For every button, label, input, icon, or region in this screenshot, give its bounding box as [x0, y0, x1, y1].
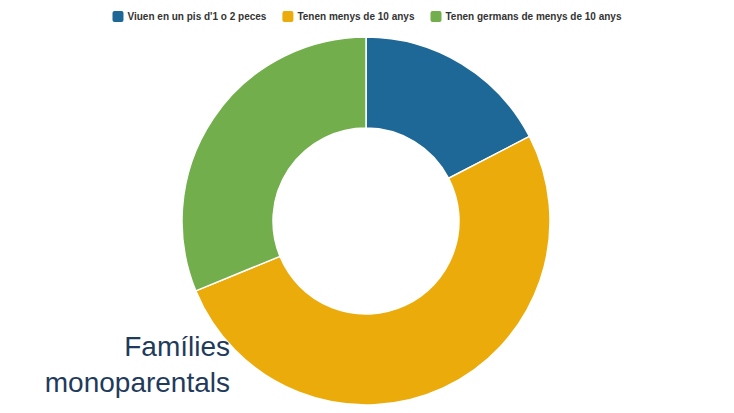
legend-item: Tenen menys de 10 anys	[282, 11, 415, 22]
title-line: Famílies	[124, 331, 230, 362]
title: Famílies monoparentals	[45, 331, 230, 398]
legend-label: Tenen menys de 10 anys	[297, 11, 415, 22]
chart: Viuen en un pis d'1 o 2 peces Tenen menys…	[0, 0, 734, 413]
legend: Viuen en un pis d'1 o 2 peces Tenen menys…	[112, 11, 621, 22]
legend-label: Tenen germans de menys de 10 anys	[445, 11, 621, 22]
legend-swatch	[282, 11, 293, 22]
slice	[182, 37, 366, 291]
title-line: monoparentals	[45, 367, 230, 398]
legend-item: Viuen en un pis d'1 o 2 peces	[112, 11, 266, 22]
legend-swatch	[430, 11, 441, 22]
legend-swatch	[112, 11, 123, 22]
legend-item: Tenen germans de menys de 10 anys	[430, 11, 621, 22]
legend-label: Viuen en un pis d'1 o 2 peces	[127, 11, 266, 22]
donut	[182, 37, 550, 405]
